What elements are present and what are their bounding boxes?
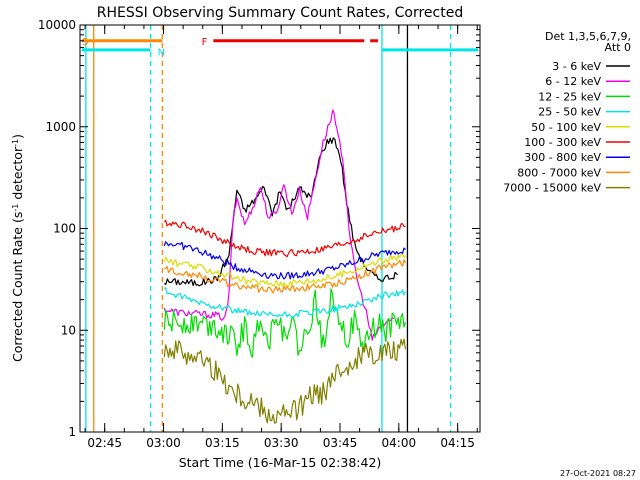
legend-detectors: Det 1,3,5,6,7,9, [545, 30, 631, 43]
x-tick-label-5: 03:45 [323, 436, 358, 450]
x-tick-label-4: 03:30 [264, 436, 299, 450]
series-line-6 [163, 219, 406, 258]
y-axis-label: Corrected Count Rate (s-1 detector-1) [10, 134, 25, 362]
series-line-3 [163, 288, 407, 358]
x-tick-label-1: 02:45 [87, 436, 122, 450]
generation-date: 27-Oct-2021 08:27 [560, 469, 636, 478]
legend-label-8: 800 - 7000 keV [517, 166, 601, 179]
series-lines [163, 109, 407, 424]
legend-label-2: 6 - 12 keV [545, 75, 601, 88]
series-line-1 [164, 137, 399, 287]
legend: Det 1,3,5,6,7,9, Att 0 3 - 6 keV 6 - 12 k… [503, 30, 631, 195]
series-line-5 [163, 252, 406, 287]
x-tick-label-7: 04:15 [440, 436, 475, 450]
legend-attenuator: Att 0 [605, 41, 631, 54]
axes: 1 10 100 1000 10000 02:45 03:00 03:15 03:30 03:45… [38, 18, 481, 450]
legend-label-4: 25 - 50 keV [538, 106, 601, 119]
legend-label-7: 300 - 800 keV [524, 151, 601, 164]
series-line-8 [164, 259, 407, 294]
x-tick-label-2: 03:00 [146, 436, 181, 450]
flag-label-2: N [158, 47, 165, 58]
flag-label-3: F [202, 37, 208, 48]
series-line-4 [163, 287, 407, 318]
series-line-9 [163, 338, 407, 424]
legend-label-6: 100 - 300 keV [524, 136, 601, 149]
y-tick-label-1: 1 [68, 425, 76, 439]
series-line-2 [163, 109, 395, 341]
series-line-7 [163, 241, 406, 280]
y-tick-label-3: 100 [53, 222, 76, 236]
legend-label-5: 50 - 100 keV [531, 121, 601, 134]
legend-label-1: 3 - 6 keV [552, 60, 601, 73]
chart-title: RHESSI Observing Summary Count Rates, Co… [97, 5, 463, 21]
x-tick-label-6: 04:00 [382, 436, 417, 450]
legend-label-3: 12 - 25 keV [538, 90, 601, 103]
x-tick-label-3: 03:15 [205, 436, 240, 450]
x-axis-label: Start Time (16-Mar-15 02:38:42) [179, 455, 382, 470]
y-tick-label-2: 10 [61, 323, 76, 337]
y-tick-label-4: 1000 [45, 120, 76, 134]
flag-label-1: S [82, 37, 88, 48]
legend-label-9: 7000 - 15000 keV [503, 182, 601, 195]
y-tick-label-5: 10000 [38, 18, 76, 32]
